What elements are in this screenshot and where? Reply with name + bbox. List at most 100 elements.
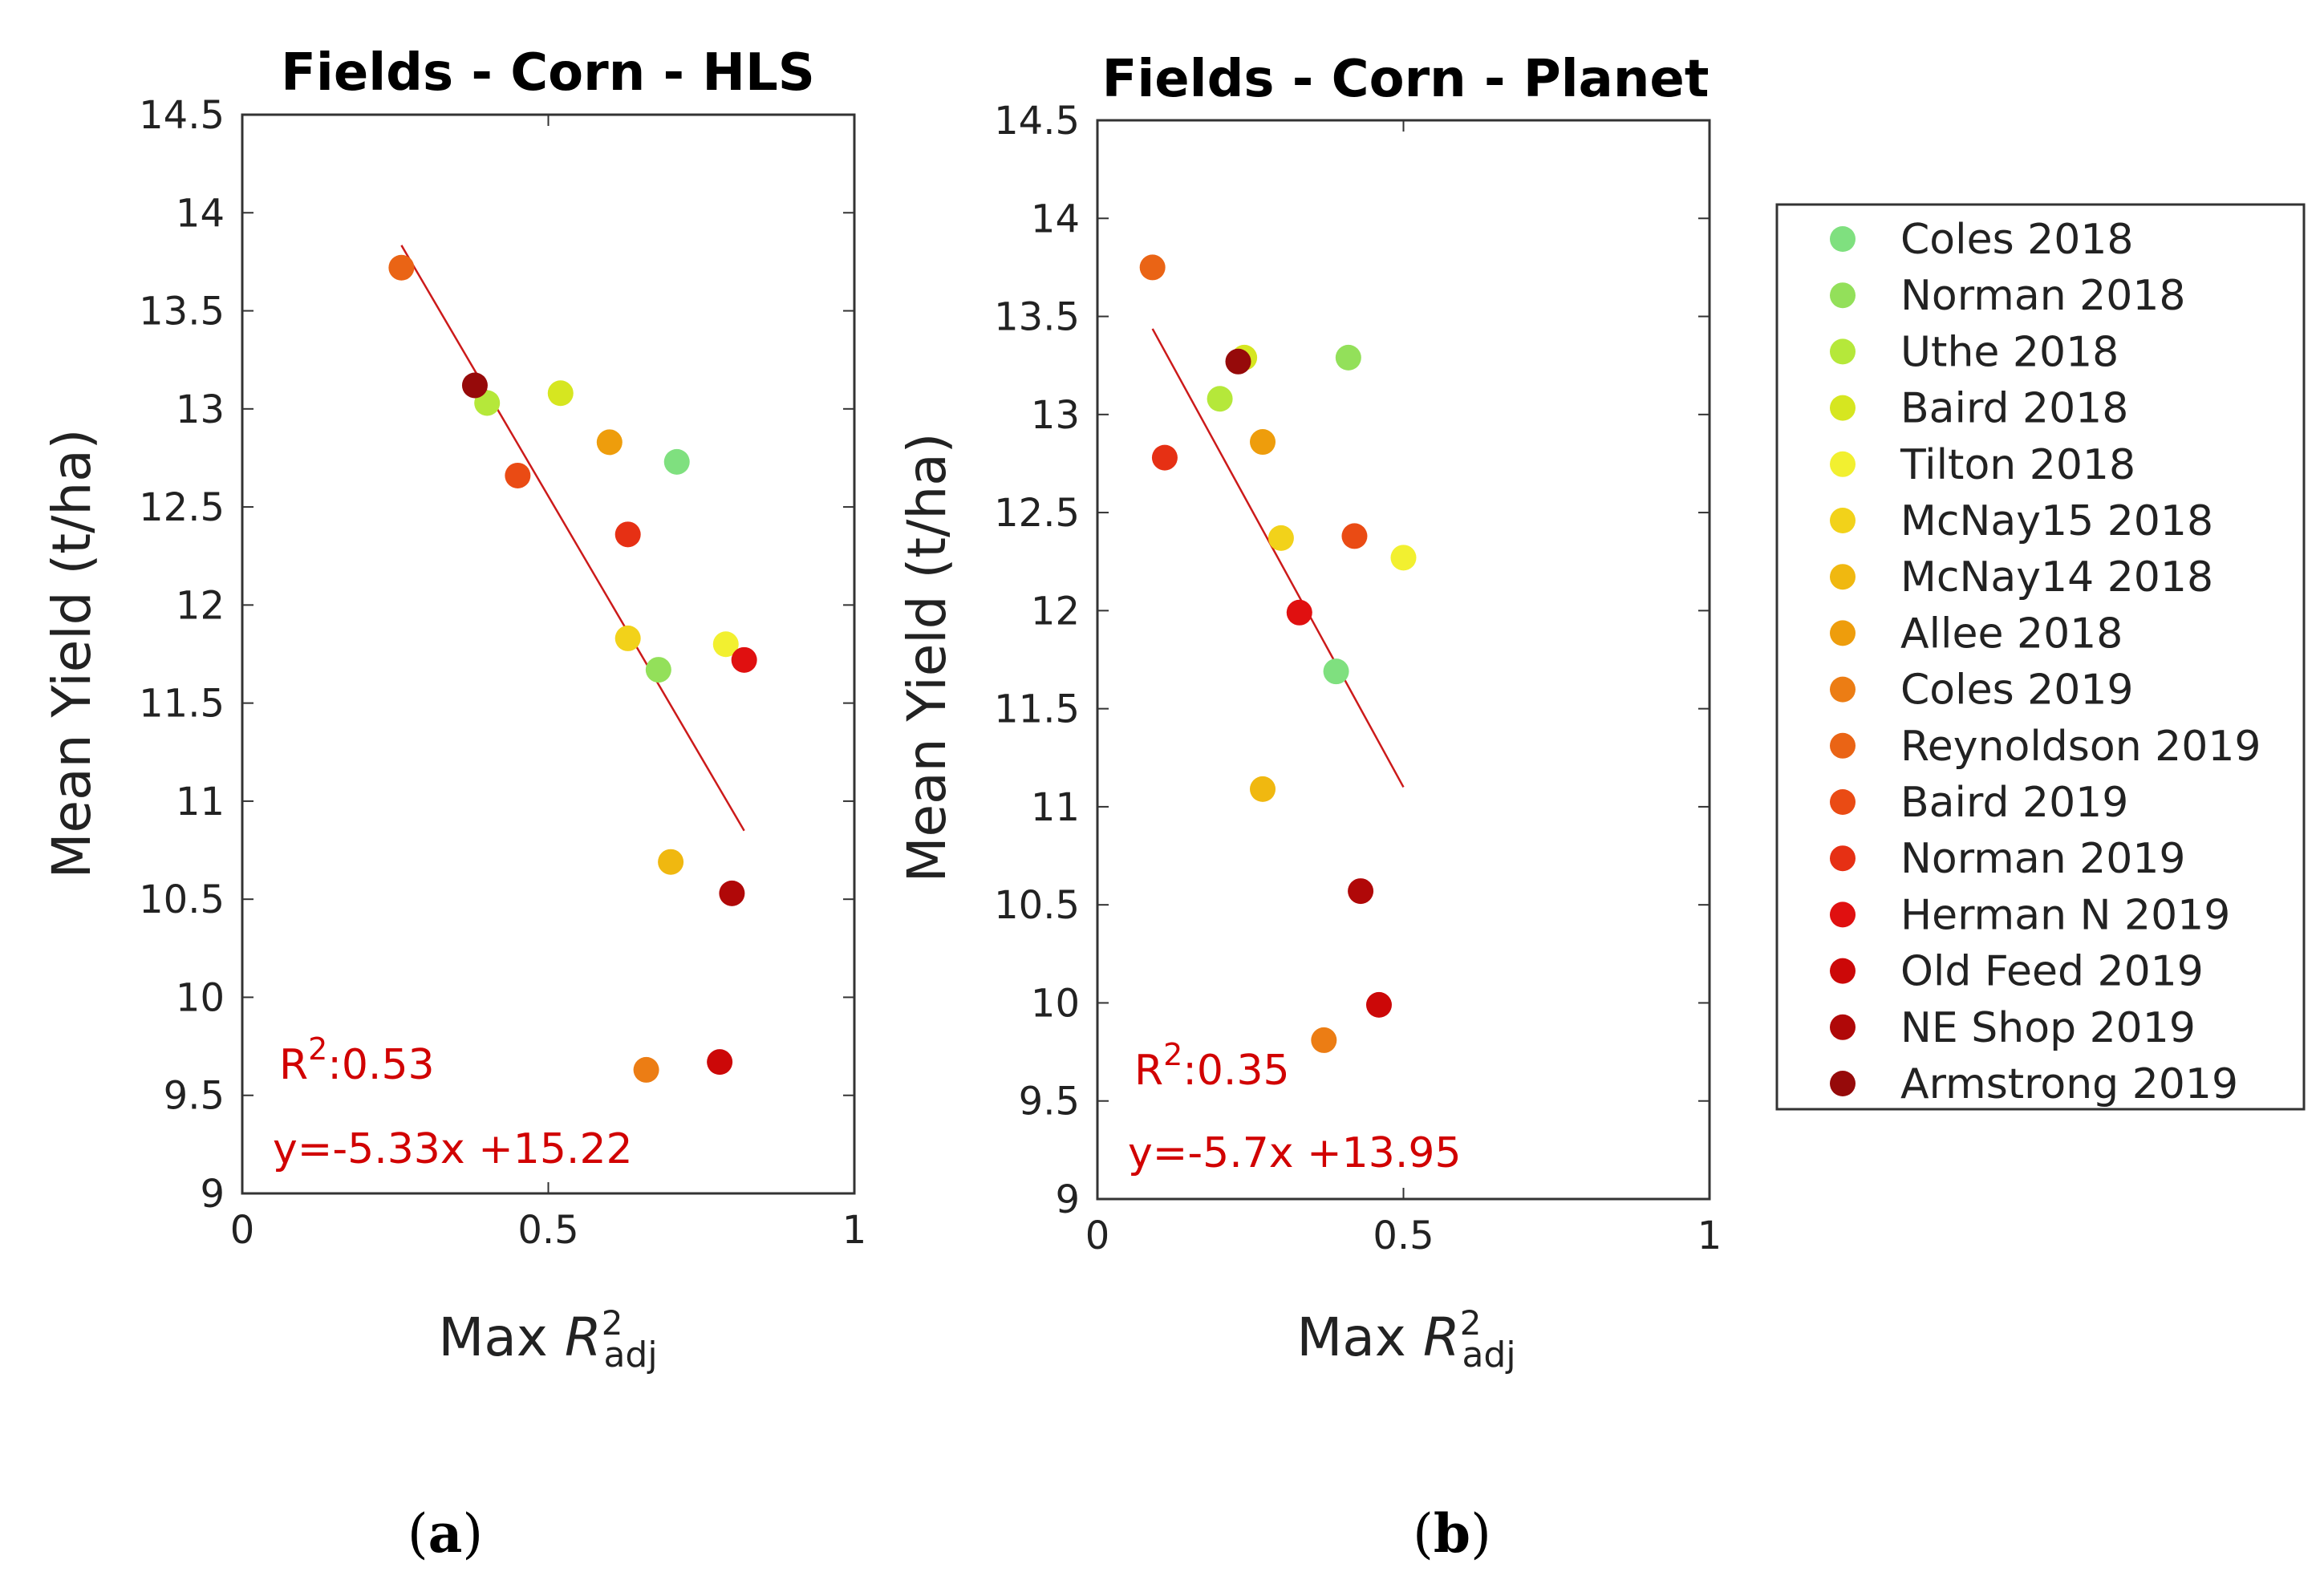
point-norman-2018	[645, 657, 671, 683]
point-uthe-2018	[1207, 386, 1233, 412]
legend-marker	[1830, 789, 1856, 815]
legend-marker	[1830, 564, 1856, 590]
plot-frame	[1096, 119, 1711, 1201]
point-allee-2018	[1250, 429, 1276, 456]
legend-marker	[1830, 676, 1856, 703]
y-axis-label: Mean Yield (t/ha)	[896, 433, 958, 883]
y-tick-label: 10	[176, 975, 225, 1020]
y-tick-label: 13.5	[994, 295, 1080, 340]
point-herman-n-2019	[1286, 599, 1312, 626]
regression-line	[400, 245, 745, 832]
point-baird-2019	[1341, 523, 1368, 549]
x-axis-label: Max R2 adj	[1296, 1303, 1515, 1375]
point-armstrong-2019	[461, 372, 488, 399]
y-tick-label: 10	[1031, 981, 1080, 1026]
point-mcnay15-2018	[1267, 525, 1294, 551]
y-tick-label: 10.5	[994, 883, 1080, 928]
y-tick-label: 14.5	[139, 93, 225, 138]
y-tick-label: 12	[1031, 589, 1080, 634]
legend-label: NE Shop 2019	[1900, 1004, 2196, 1052]
legend-label: Reynoldson 2019	[1900, 723, 2261, 771]
legend-marker	[1830, 395, 1856, 421]
point-norman-2019	[1151, 444, 1178, 471]
y-tick-label: 9	[200, 1172, 225, 1217]
x-tick-label: 0	[230, 1208, 255, 1253]
y-tick-label: 10.5	[139, 877, 225, 922]
legend-label: McNay14 2018	[1900, 553, 2213, 602]
legend-marker	[1830, 451, 1856, 477]
legend-label: Baird 2018	[1900, 385, 2128, 433]
legend-marker	[1830, 732, 1856, 759]
legend-label: Herman N 2019	[1900, 891, 2230, 939]
point-mcnay15-2018	[614, 625, 641, 651]
y-axis-label: Mean Yield (t/ha)	[41, 429, 103, 879]
y-tick-label: 14	[1031, 196, 1080, 241]
legend: Coles 2018 Norman 2018 Uthe 2018 Baird 2018…	[1775, 203, 2306, 1111]
point-mcnay14-2018	[1250, 776, 1276, 802]
legend-label: Old Feed 2019	[1900, 948, 2204, 996]
x-tick-label: 1	[842, 1208, 867, 1253]
legend-marker	[1830, 845, 1856, 872]
y-tick-label: 13	[1031, 393, 1080, 438]
legend-marker	[1830, 282, 1856, 309]
panel-label-a: (a)	[408, 1502, 483, 1565]
axis-ticks: 9 9.5 10 10.5 11 11.5 12 12.5 13 13.5 14 14.5 0 0.5 1	[139, 93, 866, 1253]
point-armstrong-2019	[1225, 348, 1251, 375]
r2-annotation: R2:0.35	[1134, 1037, 1290, 1095]
legend-label: Baird 2019	[1900, 779, 2128, 827]
point-allee-2018	[596, 429, 623, 456]
point-norman-2018	[1335, 344, 1361, 371]
equation-annotation: y=-5.33x +15.22	[273, 1125, 633, 1173]
legend-label: Coles 2019	[1900, 666, 2134, 715]
point-coles-2018	[1323, 658, 1349, 685]
point-tilton-2018	[1390, 545, 1417, 571]
legend-marker	[1830, 901, 1856, 928]
y-tick-label: 11.5	[139, 682, 225, 727]
r2-annotation: R2:0.53	[279, 1031, 435, 1089]
point-ne-shop-2019	[719, 880, 745, 906]
y-tick-label: 9.5	[1019, 1080, 1080, 1124]
equation-annotation: y=-5.7x +13.95	[1128, 1129, 1462, 1177]
y-tick-label: 13	[176, 387, 225, 432]
legend-marker	[1830, 338, 1856, 365]
x-axis-label: Max R2 adj	[438, 1303, 657, 1375]
panel-label-b: (b)	[1413, 1502, 1491, 1565]
legend-marker	[1830, 226, 1856, 252]
legend-marker	[1830, 1071, 1856, 1096]
y-tick-label: 11	[1031, 785, 1080, 830]
y-tick-label: 14.5	[994, 99, 1080, 144]
axis-ticks: 9 9.5 10 10.5 11 11.5 12 12.5 13 13.5 14 14.5 0 0.5 1	[994, 99, 1722, 1258]
point-herman-n-2019	[731, 646, 757, 673]
plot-frame	[241, 113, 856, 1195]
point-coles-2019	[1311, 1027, 1337, 1053]
legend-label: Uthe 2018	[1900, 328, 2119, 376]
chart-hls: Fields - Corn - HLS 99.51010.51111.51212…	[41, 43, 866, 1375]
x-tick-label: 0.5	[1373, 1213, 1434, 1258]
legend-marker	[1830, 508, 1856, 533]
point-reynoldson-2019	[1139, 254, 1166, 281]
point-coles-2019	[633, 1056, 659, 1083]
point-mcnay14-2018	[658, 849, 684, 875]
chart-title: Fields - Corn - Planet	[1102, 50, 1710, 109]
legend-marker	[1830, 1014, 1856, 1040]
point-old-feed-2019	[1365, 991, 1392, 1018]
y-tick-label: 9.5	[164, 1074, 225, 1119]
scatter-points	[1139, 254, 1417, 1053]
legend-label: Allee 2018	[1900, 610, 2123, 658]
fit-line-group	[400, 245, 745, 832]
legend-label: Norman 2019	[1900, 835, 2186, 883]
point-ne-shop-2019	[1348, 878, 1374, 905]
y-tick-label: 9	[1055, 1177, 1080, 1222]
y-tick-label: 11.5	[994, 687, 1080, 732]
regression-line	[1151, 328, 1405, 788]
legend-marker	[1830, 620, 1856, 646]
legend-marker	[1830, 958, 1856, 984]
legend-label: Tilton 2018	[1900, 441, 2135, 489]
scatter-points	[388, 254, 757, 1083]
x-tick-label: 0.5	[517, 1208, 578, 1253]
point-baird-2018	[547, 380, 574, 407]
y-tick-label: 11	[176, 780, 225, 824]
y-tick-label: 13.5	[139, 290, 225, 334]
y-tick-label: 12.5	[994, 491, 1080, 536]
